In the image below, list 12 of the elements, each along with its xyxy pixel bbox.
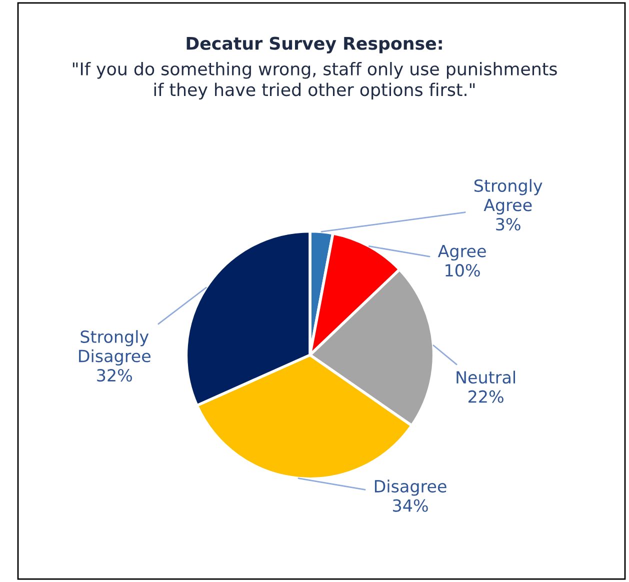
data-label: 34%: [393, 499, 428, 512]
chart-subtitle: "If you do something wrong, staff only use punishments if they have tried other options first.": [72, 62, 557, 100]
data-label: 3%: [496, 218, 520, 231]
slice-label: Neutral: [456, 370, 516, 384]
data-label: 22%: [468, 390, 504, 403]
data-label: 32%: [97, 369, 132, 382]
chart-title: Decatur Survey Response:: [186, 36, 442, 54]
slice-label: Agree: [438, 244, 486, 261]
slice-label: Strongly Disagree: [79, 330, 150, 366]
data-label: 10%: [446, 264, 480, 277]
slice-label: Disagree: [374, 480, 446, 496]
slice-label: Strongly Agree: [474, 179, 542, 214]
